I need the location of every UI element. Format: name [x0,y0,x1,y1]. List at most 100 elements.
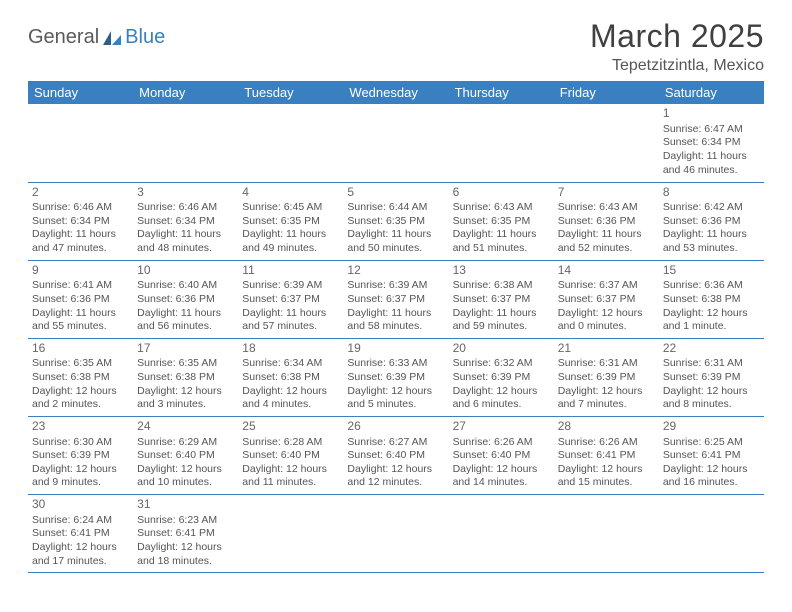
sunrise-line: Sunrise: 6:43 AM [453,201,550,215]
day-number: 24 [137,419,234,435]
day-number: 1 [663,106,760,122]
sunrise-line: Sunrise: 6:41 AM [32,279,129,293]
day-number: 20 [453,341,550,357]
sunrise-line: Sunrise: 6:39 AM [242,279,339,293]
day-number: 2 [32,185,129,201]
calendar-day: 26Sunrise: 6:27 AMSunset: 6:40 PMDayligh… [343,416,448,494]
daylight-line: Daylight: 12 hours and 18 minutes. [137,541,234,568]
day-number: 9 [32,263,129,279]
calendar-day: 23Sunrise: 6:30 AMSunset: 6:39 PMDayligh… [28,416,133,494]
logo-sail-icon [101,29,123,47]
calendar-empty [133,104,238,182]
sunset-line: Sunset: 6:40 PM [242,449,339,463]
day-number: 5 [347,185,444,201]
sunrise-line: Sunrise: 6:26 AM [558,436,655,450]
calendar-empty [659,495,764,573]
sunrise-line: Sunrise: 6:26 AM [453,436,550,450]
daylight-line: Daylight: 12 hours and 15 minutes. [558,463,655,490]
daylight-line: Daylight: 12 hours and 12 minutes. [347,463,444,490]
day-number: 21 [558,341,655,357]
daylight-line: Daylight: 12 hours and 6 minutes. [453,385,550,412]
day-header: Sunday [28,81,133,104]
sunset-line: Sunset: 6:37 PM [558,293,655,307]
logo: General Blue [28,26,165,49]
sunrise-line: Sunrise: 6:27 AM [347,436,444,450]
sunrise-line: Sunrise: 6:42 AM [663,201,760,215]
calendar-empty [343,104,448,182]
calendar-header-row: SundayMondayTuesdayWednesdayThursdayFrid… [28,81,764,104]
day-header: Tuesday [238,81,343,104]
calendar-empty [28,104,133,182]
calendar-table: SundayMondayTuesdayWednesdayThursdayFrid… [28,81,764,573]
sunset-line: Sunset: 6:37 PM [242,293,339,307]
calendar-empty [449,104,554,182]
sunset-line: Sunset: 6:41 PM [663,449,760,463]
calendar-body: 1Sunrise: 6:47 AMSunset: 6:34 PMDaylight… [28,104,764,573]
daylight-line: Daylight: 12 hours and 2 minutes. [32,385,129,412]
calendar-day: 28Sunrise: 6:26 AMSunset: 6:41 PMDayligh… [554,416,659,494]
calendar-empty [343,495,448,573]
calendar-empty [554,495,659,573]
daylight-line: Daylight: 11 hours and 58 minutes. [347,307,444,334]
day-number: 6 [453,185,550,201]
calendar-week: 16Sunrise: 6:35 AMSunset: 6:38 PMDayligh… [28,338,764,416]
title-block: March 2025 Tepetzitzintla, Mexico [590,18,764,75]
sunrise-line: Sunrise: 6:29 AM [137,436,234,450]
sunrise-line: Sunrise: 6:31 AM [558,357,655,371]
sunset-line: Sunset: 6:37 PM [347,293,444,307]
daylight-line: Daylight: 12 hours and 16 minutes. [663,463,760,490]
day-number: 15 [663,263,760,279]
calendar-day: 24Sunrise: 6:29 AMSunset: 6:40 PMDayligh… [133,416,238,494]
daylight-line: Daylight: 12 hours and 14 minutes. [453,463,550,490]
calendar-day: 13Sunrise: 6:38 AMSunset: 6:37 PMDayligh… [449,260,554,338]
calendar-day: 5Sunrise: 6:44 AMSunset: 6:35 PMDaylight… [343,182,448,260]
calendar-day: 12Sunrise: 6:39 AMSunset: 6:37 PMDayligh… [343,260,448,338]
sunset-line: Sunset: 6:34 PM [663,136,760,150]
day-header: Wednesday [343,81,448,104]
day-number: 27 [453,419,550,435]
sunrise-line: Sunrise: 6:34 AM [242,357,339,371]
day-number: 25 [242,419,339,435]
day-number: 31 [137,497,234,513]
calendar-day: 16Sunrise: 6:35 AMSunset: 6:38 PMDayligh… [28,338,133,416]
day-header: Monday [133,81,238,104]
day-number: 7 [558,185,655,201]
calendar-day: 10Sunrise: 6:40 AMSunset: 6:36 PMDayligh… [133,260,238,338]
calendar-day: 30Sunrise: 6:24 AMSunset: 6:41 PMDayligh… [28,495,133,573]
sunrise-line: Sunrise: 6:24 AM [32,514,129,528]
calendar-day: 4Sunrise: 6:45 AMSunset: 6:35 PMDaylight… [238,182,343,260]
sunset-line: Sunset: 6:36 PM [663,215,760,229]
calendar-day: 15Sunrise: 6:36 AMSunset: 6:38 PMDayligh… [659,260,764,338]
daylight-line: Daylight: 12 hours and 9 minutes. [32,463,129,490]
sunrise-line: Sunrise: 6:32 AM [453,357,550,371]
calendar-week: 1Sunrise: 6:47 AMSunset: 6:34 PMDaylight… [28,104,764,182]
sunset-line: Sunset: 6:36 PM [558,215,655,229]
daylight-line: Daylight: 12 hours and 5 minutes. [347,385,444,412]
daylight-line: Daylight: 12 hours and 1 minute. [663,307,760,334]
sunset-line: Sunset: 6:39 PM [32,449,129,463]
calendar-day: 6Sunrise: 6:43 AMSunset: 6:35 PMDaylight… [449,182,554,260]
sunset-line: Sunset: 6:41 PM [137,527,234,541]
sunrise-line: Sunrise: 6:44 AM [347,201,444,215]
sunset-line: Sunset: 6:34 PM [137,215,234,229]
day-number: 14 [558,263,655,279]
sunrise-line: Sunrise: 6:45 AM [242,201,339,215]
sunrise-line: Sunrise: 6:30 AM [32,436,129,450]
day-header: Friday [554,81,659,104]
day-number: 30 [32,497,129,513]
calendar-week: 23Sunrise: 6:30 AMSunset: 6:39 PMDayligh… [28,416,764,494]
day-number: 10 [137,263,234,279]
sunset-line: Sunset: 6:36 PM [137,293,234,307]
calendar-day: 29Sunrise: 6:25 AMSunset: 6:41 PMDayligh… [659,416,764,494]
calendar-day: 20Sunrise: 6:32 AMSunset: 6:39 PMDayligh… [449,338,554,416]
daylight-line: Daylight: 11 hours and 57 minutes. [242,307,339,334]
day-number: 12 [347,263,444,279]
daylight-line: Daylight: 12 hours and 8 minutes. [663,385,760,412]
header: General Blue March 2025 Tepetzitzintla, … [28,18,764,75]
daylight-line: Daylight: 11 hours and 49 minutes. [242,228,339,255]
day-number: 13 [453,263,550,279]
day-number: 19 [347,341,444,357]
sunset-line: Sunset: 6:41 PM [32,527,129,541]
daylight-line: Daylight: 12 hours and 10 minutes. [137,463,234,490]
sunset-line: Sunset: 6:37 PM [453,293,550,307]
